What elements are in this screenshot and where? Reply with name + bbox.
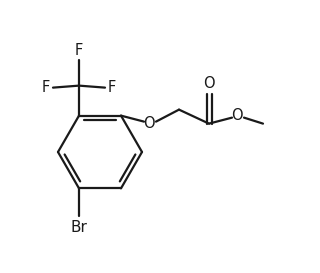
Text: F: F bbox=[75, 43, 83, 58]
Text: Br: Br bbox=[71, 220, 87, 235]
Text: O: O bbox=[203, 76, 215, 91]
Text: F: F bbox=[42, 80, 50, 95]
Text: O: O bbox=[231, 108, 243, 123]
Text: F: F bbox=[108, 80, 116, 95]
Text: O: O bbox=[143, 116, 155, 131]
